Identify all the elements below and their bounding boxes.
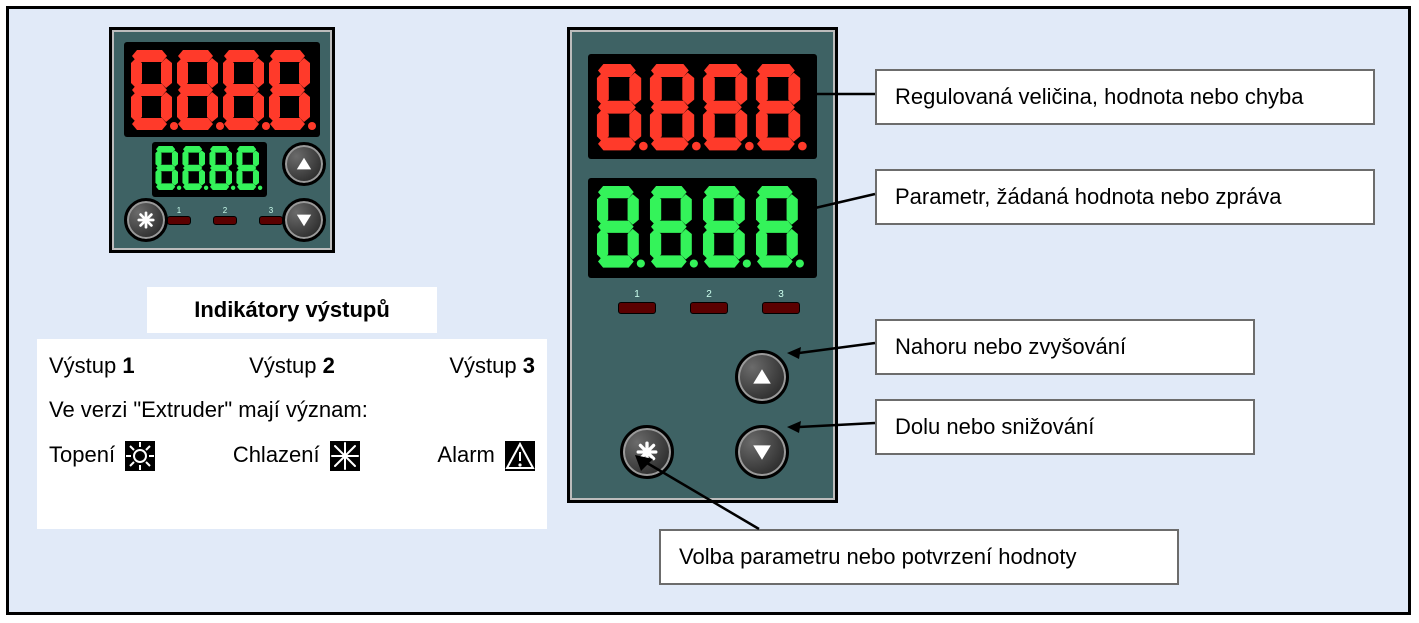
top-display-small <box>124 42 320 137</box>
meaning-cooling: Chlazení <box>233 441 360 471</box>
controller-panel-small: 1 2 3 <box>109 27 335 253</box>
triangle-down-icon <box>295 211 313 229</box>
meaning-cooling-label: Chlazení <box>233 442 320 467</box>
bottom-display-small <box>152 142 267 197</box>
led-1-large-label: 1 <box>619 289 655 300</box>
warn-icon <box>505 441 535 471</box>
bottom-display-large <box>588 178 817 278</box>
triangle-up-icon <box>751 366 773 388</box>
callout-down-button: Dolu nebo snižování <box>875 399 1255 455</box>
legend-body: Výstup 1 Výstup 2 Výstup 3 Ve verzi "Ext… <box>37 339 547 529</box>
arrow-to-up-button <box>785 331 879 365</box>
sun-icon <box>125 441 155 471</box>
asterisk-icon <box>137 211 155 229</box>
led-2-large: 2 <box>690 302 728 314</box>
output-1-num: 1 <box>122 353 134 378</box>
led-3: 3 <box>259 216 283 225</box>
callout-top-display: Regulovaná veličina, hodnota nebo chyba <box>875 69 1375 125</box>
arrow-to-down-button <box>785 411 879 441</box>
led-3-label: 3 <box>260 206 282 215</box>
output-1: Výstup 1 <box>49 353 135 379</box>
triangle-up-icon <box>295 155 313 173</box>
arrow-to-bottom-display <box>801 184 881 224</box>
star-button-small[interactable] <box>124 198 168 242</box>
down-button-small[interactable] <box>282 198 326 242</box>
output-3-num: 3 <box>523 353 535 378</box>
output-2-label: Výstup <box>249 353 316 378</box>
meaning-heating-label: Topení <box>49 442 115 467</box>
led-1-large: 1 <box>618 302 656 314</box>
led-2-large-label: 2 <box>691 289 727 300</box>
arrow-to-star-button <box>629 449 789 539</box>
meaning-alarm: Alarm <box>437 441 535 471</box>
led-row-large: 1 2 3 <box>618 302 800 314</box>
output-3-label: Výstup <box>449 353 516 378</box>
led-2-label: 2 <box>214 206 236 215</box>
diagram-frame: 1 2 3 <box>6 6 1411 615</box>
legend-title: Indikátory výstupů <box>147 287 437 333</box>
up-button-small[interactable] <box>282 142 326 186</box>
top-display-large <box>588 54 817 159</box>
callout-up-button: Nahoru nebo zvyšování <box>875 319 1255 375</box>
arrow-to-top-display <box>801 81 881 111</box>
led-1-label: 1 <box>168 206 190 215</box>
led-2: 2 <box>213 216 237 225</box>
led-3-large-label: 3 <box>763 289 799 300</box>
output-2-num: 2 <box>323 353 335 378</box>
snow-icon <box>330 441 360 471</box>
output-1-label: Výstup <box>49 353 116 378</box>
output-2: Výstup 2 <box>249 353 335 379</box>
legend-extruder-line: Ve verzi "Extruder" mají význam: <box>49 397 535 423</box>
led-3-large: 3 <box>762 302 800 314</box>
led-1: 1 <box>167 216 191 225</box>
callout-bottom-display: Parametr, žádaná hodnota nebo zpráva <box>875 169 1375 225</box>
meaning-heating: Topení <box>49 441 155 471</box>
meaning-alarm-label: Alarm <box>437 442 494 467</box>
output-3: Výstup 3 <box>449 353 535 379</box>
legend-outputs-row: Výstup 1 Výstup 2 Výstup 3 <box>49 353 535 379</box>
led-row-small: 1 2 3 <box>167 216 283 225</box>
up-button-large[interactable] <box>735 350 789 404</box>
legend-meanings-row: Topení Chlazení Alarm <box>49 441 535 471</box>
